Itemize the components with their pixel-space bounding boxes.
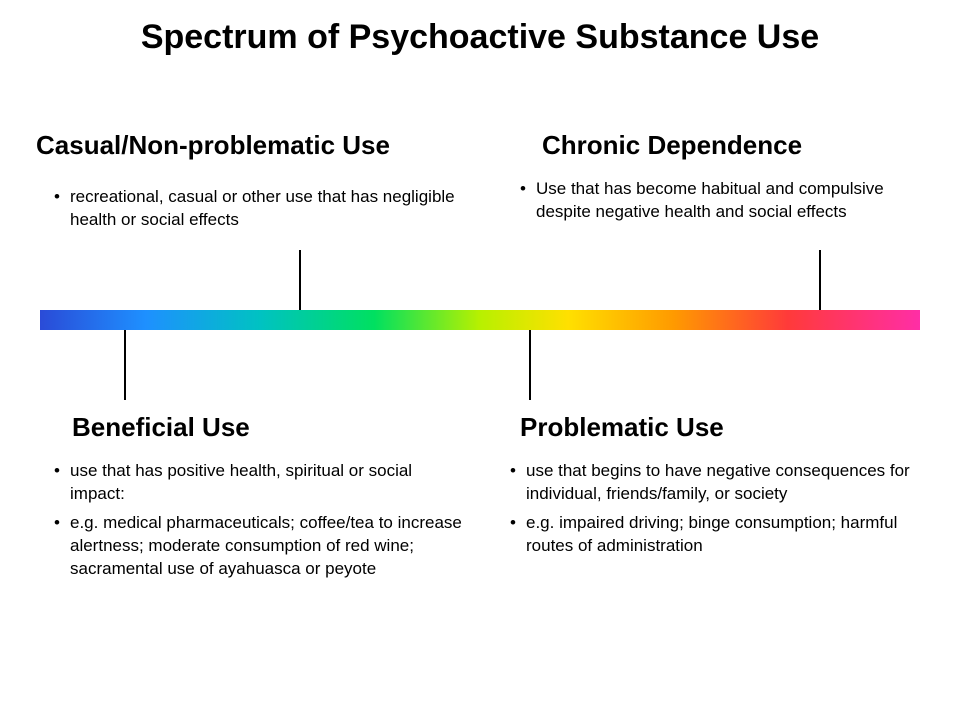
page-title: Spectrum of Psychoactive Substance Use xyxy=(0,18,960,57)
spectrum-bar xyxy=(40,310,920,330)
heading-chronic: Chronic Dependence xyxy=(542,130,802,161)
heading-casual: Casual/Non-problematic Use xyxy=(36,130,390,161)
bullet-item: •Use that has become habitual and compul… xyxy=(510,178,930,224)
bullets-casual: •recreational, casual or other use that … xyxy=(44,186,464,238)
bullet-dot-icon: • xyxy=(44,512,70,581)
heading-beneficial: Beneficial Use xyxy=(72,412,250,443)
connector-line xyxy=(819,250,821,310)
bullet-dot-icon: • xyxy=(44,460,70,506)
bullet-item: •recreational, casual or other use that … xyxy=(44,186,464,232)
bullet-dot-icon: • xyxy=(44,186,70,232)
bullet-item: •use that begins to have negative conseq… xyxy=(500,460,930,506)
bullet-text: use that begins to have negative consequ… xyxy=(526,460,930,506)
bullet-item: •use that has positive health, spiritual… xyxy=(44,460,464,506)
bullet-text: e.g. impaired driving; binge consumption… xyxy=(526,512,930,558)
bullet-text: use that has positive health, spiritual … xyxy=(70,460,464,506)
bullet-text: e.g. medical pharmaceuticals; coffee/tea… xyxy=(70,512,464,581)
bullet-text: recreational, casual or other use that h… xyxy=(70,186,464,232)
connector-line xyxy=(124,330,126,400)
bullets-beneficial: •use that has positive health, spiritual… xyxy=(44,460,464,587)
connector-line xyxy=(529,330,531,400)
heading-problematic: Problematic Use xyxy=(520,412,724,443)
bullets-chronic: •Use that has become habitual and compul… xyxy=(510,178,930,230)
bullet-text: Use that has become habitual and compuls… xyxy=(536,178,930,224)
bullet-dot-icon: • xyxy=(510,178,536,224)
connector-line xyxy=(299,250,301,310)
bullet-dot-icon: • xyxy=(500,512,526,558)
bullet-dot-icon: • xyxy=(500,460,526,506)
bullets-problematic: •use that begins to have negative conseq… xyxy=(500,460,930,564)
bullet-item: •e.g. impaired driving; binge consumptio… xyxy=(500,512,930,558)
diagram-canvas: Spectrum of Psychoactive Substance Use C… xyxy=(0,0,960,720)
bullet-item: •e.g. medical pharmaceuticals; coffee/te… xyxy=(44,512,464,581)
